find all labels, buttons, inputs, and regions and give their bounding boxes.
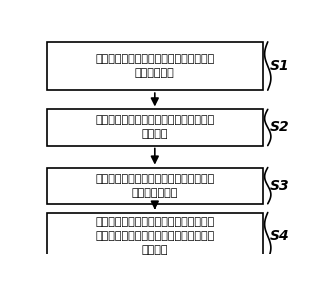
Bar [47,42,263,90]
Text: S4: S4 [270,229,289,243]
Bar [47,109,263,146]
Bar [47,213,263,260]
Text: S3: S3 [270,179,289,193]
Text: S2: S2 [270,121,289,135]
Text: S1: S1 [270,59,289,73]
Text: 将待键合偶表面焊盘对准，加热到一定键
合温度，施加键合压力，保持一定时间，
完成键合: 将待键合偶表面焊盘对准，加热到一定键 合温度，施加键合压力，保持一定时间， 完成… [95,217,214,255]
Text: 在待键合偶的一侧焊盘上形成纤维状纳米
银金属层: 在待键合偶的一侧焊盘上形成纤维状纳米 银金属层 [95,115,214,139]
Text: 在待键合偶的另一侧焊盘上形成微米级针
锥阵列的金属层: 在待键合偶的另一侧焊盘上形成微米级针 锥阵列的金属层 [95,174,214,198]
Bar [47,168,263,204]
Text: 选择有相互匹配的电互连焊盘的两个或多
个待键合元件: 选择有相互匹配的电互连焊盘的两个或多 个待键合元件 [95,54,214,78]
